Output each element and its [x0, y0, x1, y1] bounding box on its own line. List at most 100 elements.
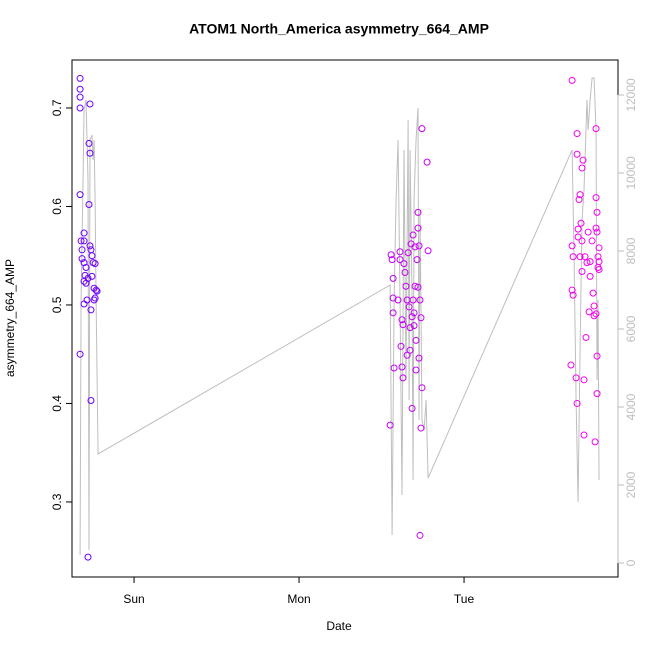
y2-tick-label: 8000: [624, 237, 638, 264]
point: [412, 366, 420, 374]
point: [572, 374, 580, 382]
point: [90, 296, 98, 304]
point: [396, 248, 404, 256]
point: [410, 322, 418, 330]
point: [88, 272, 96, 280]
point: [588, 237, 596, 245]
y2-tick-label: 12000: [624, 78, 638, 112]
point: [414, 224, 422, 232]
point: [592, 194, 600, 202]
point: [578, 164, 586, 172]
point: [411, 243, 419, 251]
point: [580, 431, 588, 439]
point: [408, 313, 416, 321]
point: [593, 228, 601, 236]
y2-tick-label: 4000: [624, 393, 638, 420]
point: [413, 256, 421, 264]
point: [386, 421, 394, 429]
point: [408, 404, 416, 412]
point: [593, 352, 601, 360]
point: [406, 324, 414, 332]
point: [576, 191, 584, 199]
point: [411, 282, 419, 290]
point: [86, 149, 94, 157]
point: [568, 286, 576, 294]
point: [577, 219, 585, 227]
point: [595, 244, 603, 252]
point: [85, 139, 93, 147]
y2-tick-label: 0: [624, 559, 638, 566]
point: [396, 256, 404, 264]
point: [586, 258, 594, 266]
point: [415, 242, 423, 250]
point: [423, 158, 431, 166]
point: [567, 361, 575, 369]
point: [424, 247, 432, 255]
line-series: [79, 77, 600, 556]
point: [77, 237, 85, 245]
point: [568, 76, 576, 84]
point: [80, 300, 88, 308]
y2-tick-label: 6000: [624, 315, 638, 342]
point: [578, 267, 586, 275]
point: [412, 336, 420, 344]
point: [573, 150, 581, 158]
point: [87, 246, 95, 254]
point: [397, 342, 405, 350]
point: [400, 260, 408, 268]
y-tick-label: 0.4: [50, 395, 64, 412]
point: [590, 312, 598, 320]
point: [76, 85, 84, 93]
point: [82, 264, 90, 272]
point: [589, 289, 597, 297]
point: [84, 553, 92, 561]
point: [574, 225, 582, 233]
point: [78, 246, 86, 254]
point: [590, 302, 598, 310]
point: [86, 242, 94, 250]
point: [389, 274, 397, 282]
x-tick-label: Mon: [287, 592, 310, 606]
point: [387, 251, 395, 259]
y-axis-label: asymmetry_664_AMP: [3, 259, 17, 377]
x-tick-label: Tue: [454, 592, 475, 606]
point: [85, 200, 93, 208]
point: [80, 237, 88, 245]
point: [403, 351, 411, 359]
point: [410, 309, 418, 317]
x-axis-label: Date: [326, 619, 352, 633]
point: [405, 303, 413, 311]
point: [586, 272, 594, 280]
point: [399, 321, 407, 329]
point: [592, 310, 600, 318]
point: [404, 249, 412, 257]
point: [401, 268, 409, 276]
point: [91, 260, 99, 268]
point: [415, 354, 423, 362]
plot-frame: [71, 59, 619, 578]
point: [584, 228, 592, 236]
point: [582, 333, 590, 341]
point: [585, 308, 593, 316]
point: [573, 130, 581, 138]
point: [568, 242, 576, 250]
point: [92, 286, 100, 294]
point: [402, 282, 410, 290]
point: [414, 208, 422, 216]
point: [593, 390, 601, 398]
point: [579, 156, 587, 164]
point: [416, 296, 424, 304]
point: [595, 265, 603, 273]
point: [406, 346, 414, 354]
point: [76, 191, 84, 199]
point: [409, 231, 417, 239]
point: [389, 309, 397, 317]
point: [76, 93, 84, 101]
point: [418, 384, 426, 392]
point: [76, 74, 84, 82]
point: [398, 363, 406, 371]
point: [418, 125, 426, 133]
point: [88, 252, 96, 260]
x-tick-label: Sun: [123, 592, 144, 606]
point: [583, 259, 591, 267]
